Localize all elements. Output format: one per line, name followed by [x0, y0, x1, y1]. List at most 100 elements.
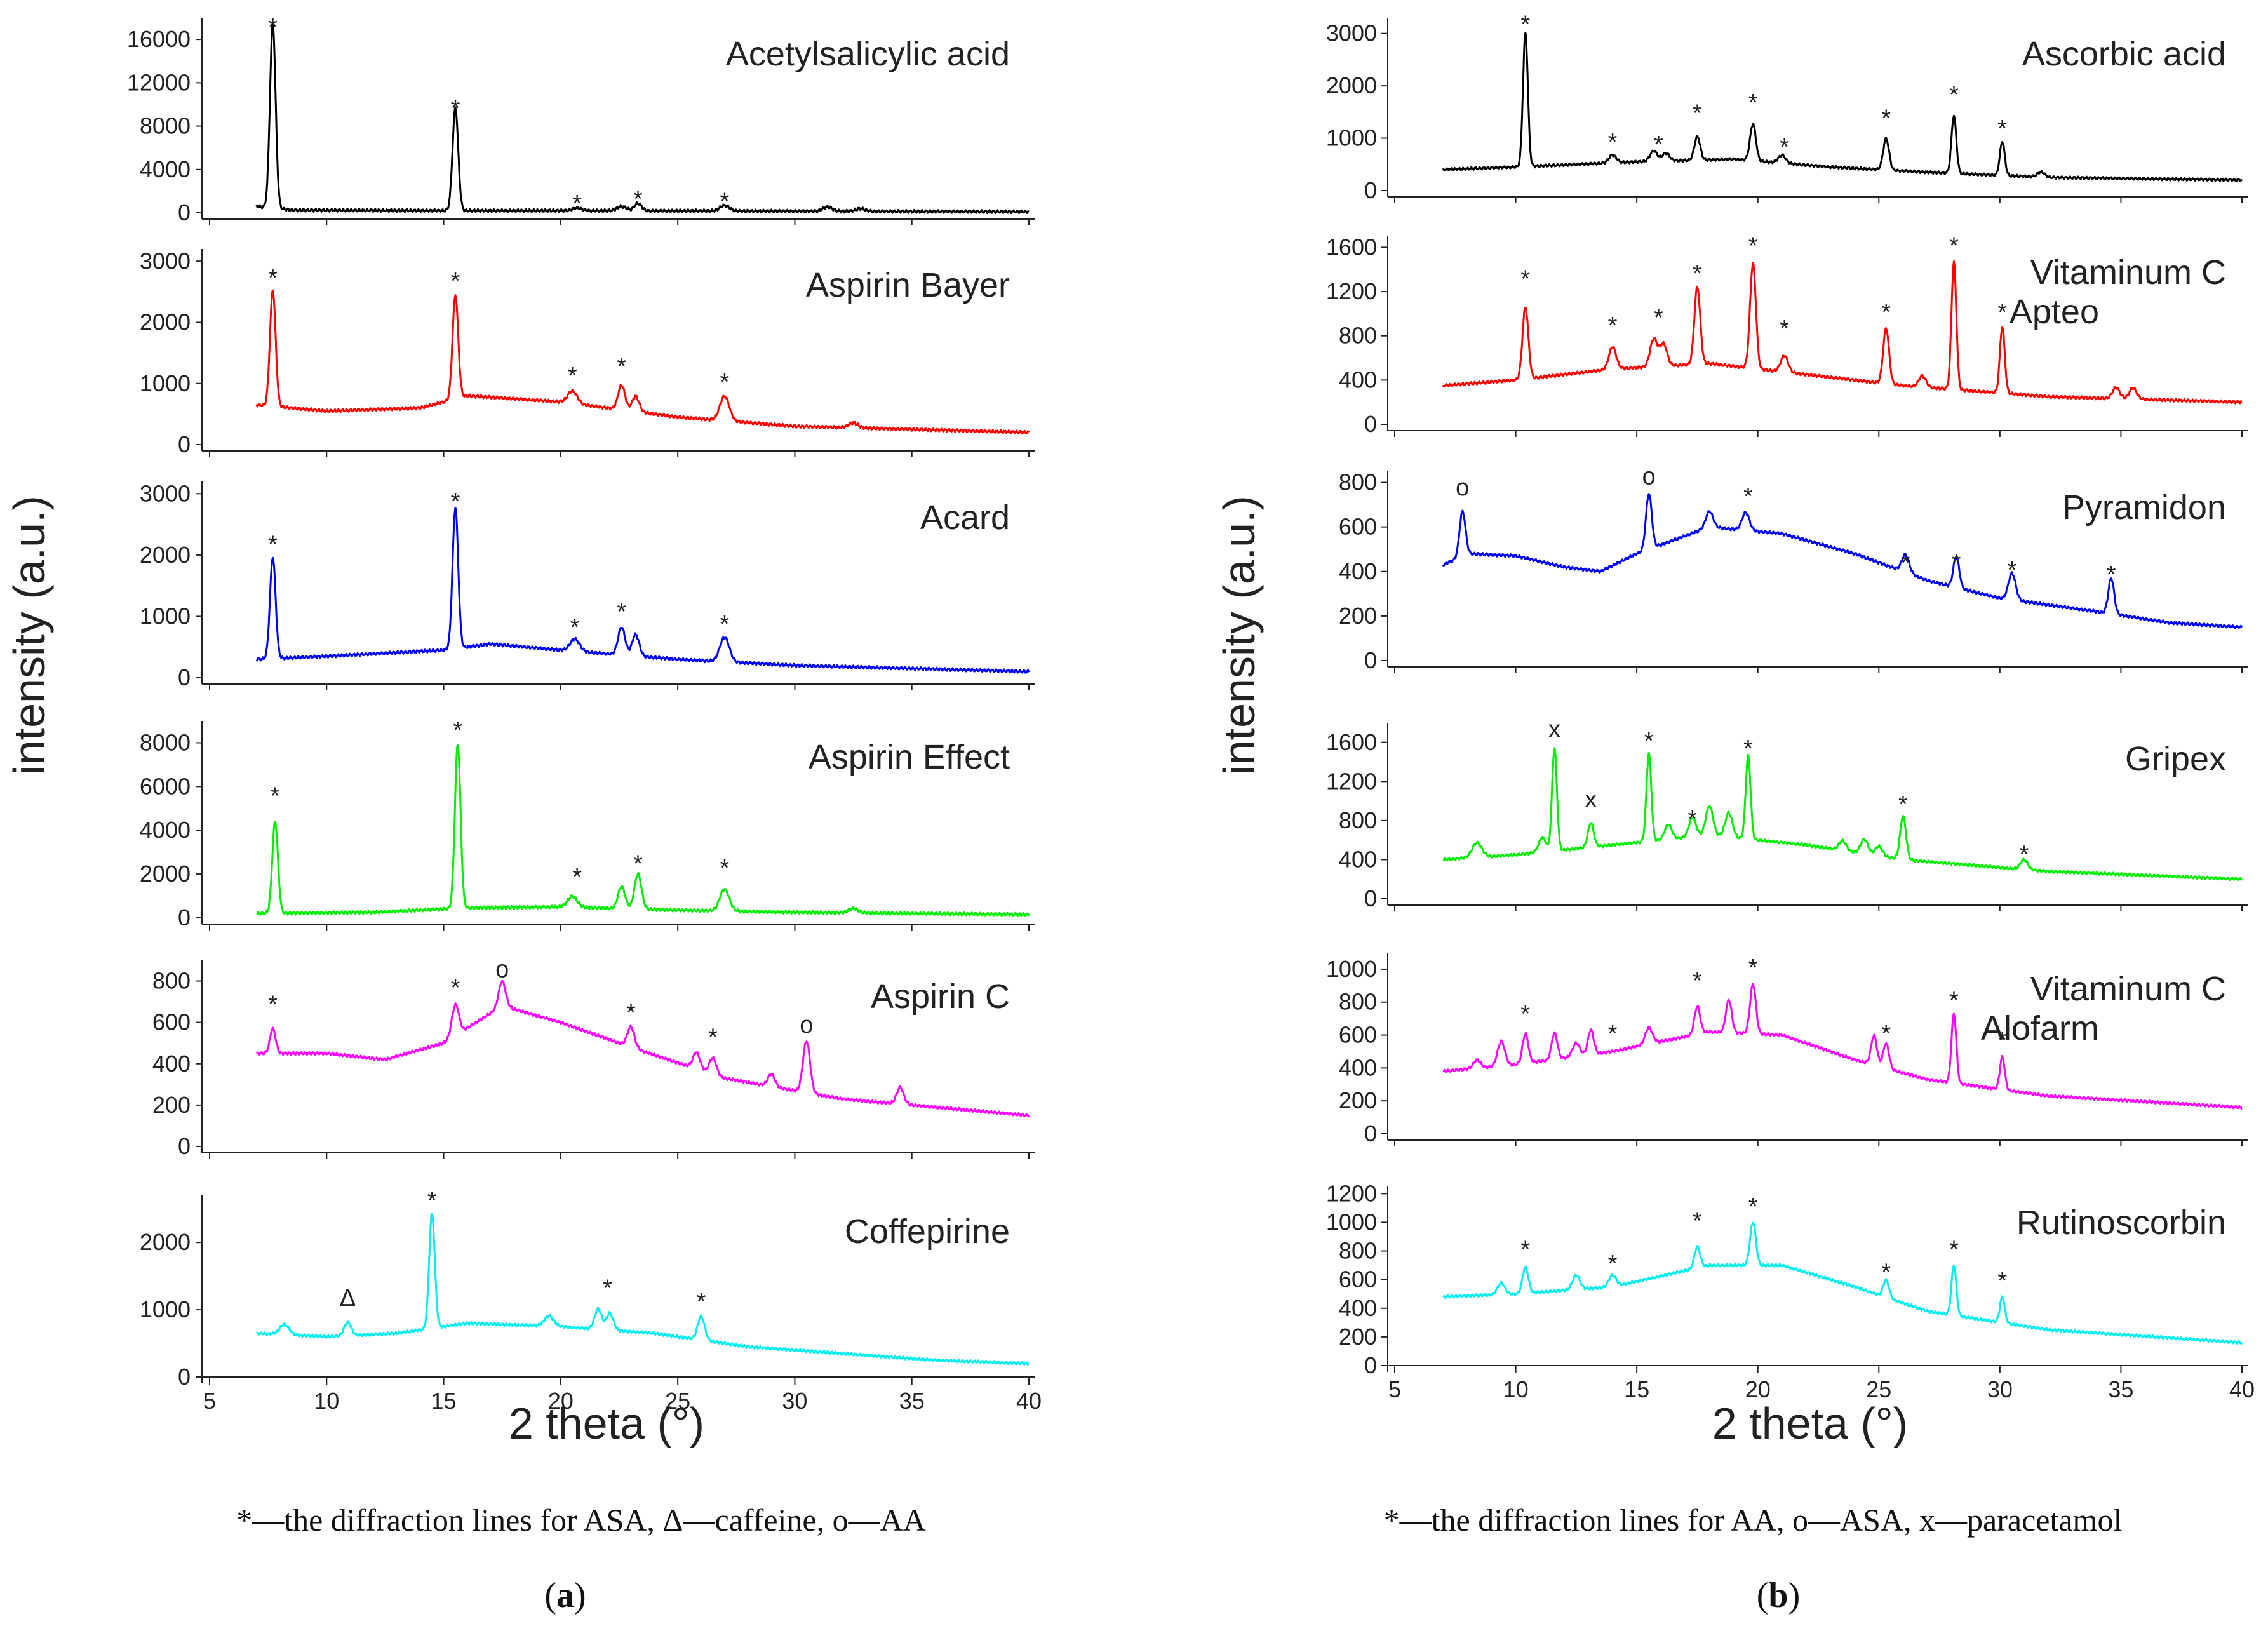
peak-marker: *: [1520, 11, 1530, 37]
y-tick-label: 800: [1339, 323, 1377, 349]
x-tick-label: 15: [431, 1388, 457, 1414]
series-title-line: Acetylsalicylic acid: [726, 35, 1010, 73]
y-tick-label: 1200: [1326, 278, 1377, 304]
y-tick-label: 1000: [140, 603, 191, 629]
pattern-line: [256, 744, 1030, 917]
x-tick-label: 20: [548, 1388, 574, 1414]
peak-marker: *: [568, 363, 577, 389]
y-tick-label: 1000: [140, 1296, 191, 1322]
y-tick-label: 0: [178, 1133, 191, 1159]
y-tick-label: 1000: [1326, 125, 1377, 151]
panel-a-label: (a): [544, 1576, 586, 1615]
y-tick-label: 4000: [140, 817, 191, 843]
pattern-line: [1442, 983, 2243, 1110]
y-tick-label: 600: [1339, 1022, 1377, 1048]
peak-marker: *: [1997, 116, 2007, 142]
peak-marker: *: [1898, 791, 1908, 818]
y-tick-label: 200: [1339, 1324, 1377, 1350]
panel-a-caption: *—the diffraction lines for ASA, Δ—caffe…: [236, 1502, 926, 1538]
peak-marker: *: [1748, 1193, 1758, 1220]
peak-marker: o: [1642, 464, 1656, 490]
peak-marker: *: [2020, 841, 2029, 868]
y-tick-label: 3000: [140, 480, 191, 506]
series-title: Pyramidon: [2062, 488, 2226, 527]
peak-marker: *: [1693, 968, 1702, 995]
pattern-line: [1442, 1221, 2243, 1345]
y-tick-label: 800: [1339, 469, 1377, 495]
peak-marker: *: [720, 611, 729, 638]
pattern-line: [1442, 747, 2243, 882]
peak-marker: *: [603, 1275, 612, 1301]
peak-marker: *: [2107, 561, 2116, 588]
peak-marker: *: [1881, 1021, 1891, 1047]
y-tick-label: 0: [178, 199, 191, 225]
peak-marker: *: [1949, 988, 1959, 1014]
series-title: Aspirin Bayer: [806, 266, 1010, 304]
peak-marker: o: [1456, 474, 1469, 501]
y-tick-label: 3000: [1326, 20, 1377, 46]
peak-marker: *: [1743, 483, 1753, 510]
peak-marker: *: [626, 1000, 636, 1026]
peak-marker: *: [1608, 1021, 1618, 1047]
y-tick-label: 600: [152, 1009, 191, 1035]
peak-marker: *: [1688, 806, 1697, 833]
x-tick-label: 35: [899, 1388, 925, 1414]
panel-a: intensity (a.u.) 2 theta (°) *—the diffr…: [4, 14, 1042, 1615]
series-title: Rutinoscorbin: [2016, 1204, 2226, 1242]
y-tick-label: 12000: [127, 69, 191, 95]
series-title-line: Aspirin C: [871, 978, 1010, 1016]
peak-marker: *: [1693, 1207, 1702, 1234]
peak-marker: *: [1520, 1000, 1530, 1027]
peak-marker: *: [570, 614, 580, 641]
peak-marker: *: [617, 354, 626, 380]
y-tick-label: 0: [1364, 647, 1377, 673]
peak-marker: *: [451, 975, 460, 1002]
peak-marker: *: [1881, 1260, 1891, 1286]
x-tick-label: 25: [665, 1388, 690, 1414]
y-tick-label: 1600: [1326, 234, 1377, 260]
y-tick-label: 8000: [140, 113, 191, 139]
peak-marker: *: [1748, 90, 1758, 116]
peak-marker: *: [453, 717, 462, 744]
series-title-line: Apteo: [2010, 293, 2099, 331]
pattern-line: [256, 1213, 1030, 1366]
peak-marker: *: [1520, 266, 1530, 293]
y-tick-label: 1600: [1326, 729, 1377, 755]
y-tick-label: 0: [178, 664, 191, 690]
peak-marker: *: [1644, 728, 1654, 755]
y-tick-label: 1000: [140, 370, 191, 396]
y-tick-label: 1200: [1326, 1180, 1377, 1206]
series-title: Vitaminum C Apteo: [2010, 253, 2226, 331]
y-tick-label: 200: [1339, 603, 1377, 629]
y-tick-label: 0: [178, 431, 191, 457]
series-title-line: Aspirin Effect: [809, 738, 1010, 776]
peak-marker: *: [1693, 260, 1702, 287]
peak-marker: *: [427, 1188, 437, 1214]
peak-marker: *: [268, 265, 278, 292]
peak-marker: *: [1949, 232, 1959, 259]
peak-marker: *: [1654, 131, 1663, 158]
series-title-line: Alofarm: [1981, 1009, 2099, 1047]
series-title-line: Rutinoscorbin: [2016, 1204, 2226, 1242]
pattern-line: [1442, 32, 2243, 183]
panel-b: intensity (a.u.) 2 theta (°) *—the diffr…: [1214, 11, 2255, 1615]
y-tick-label: 3000: [140, 248, 191, 274]
peak-marker: *: [720, 369, 729, 396]
series-title-line: Aspirin Bayer: [806, 266, 1010, 304]
peak-marker: *: [1949, 82, 1959, 109]
peak-marker: *: [1997, 299, 2007, 326]
peak-marker: *: [617, 599, 626, 626]
y-tick-label: 600: [1339, 514, 1377, 540]
peak-marker: *: [1748, 232, 1758, 259]
series-title: Coffepirine: [845, 1213, 1010, 1251]
y-tick-label: 200: [1339, 1087, 1377, 1113]
series-title: Acetylsalicylic acid: [726, 35, 1010, 73]
x-tick-label: 25: [1866, 1376, 1891, 1402]
y-tick-label: 400: [1339, 366, 1377, 393]
y-tick-label: 400: [1339, 846, 1377, 872]
peak-marker: *: [1780, 134, 1789, 161]
x-tick-label: 20: [1745, 1376, 1771, 1402]
y-tick-label: 800: [1339, 807, 1377, 833]
x-axis-label: 2 theta (°): [509, 1399, 704, 1448]
